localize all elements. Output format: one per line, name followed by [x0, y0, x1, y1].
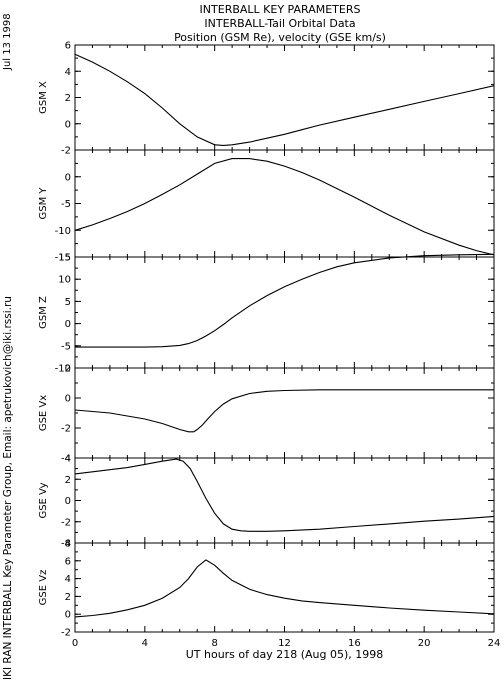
y-tick-label: 10: [58, 275, 71, 286]
series-line: [74, 53, 495, 146]
y-axis-label: GSM Z: [38, 296, 49, 329]
y-tick-label: -10: [55, 226, 71, 237]
y-tick-label: 8: [65, 539, 71, 550]
y-tick-label: 4: [65, 574, 71, 585]
x-axis-label: UT hours of day 218 (Aug 05), 1998: [185, 648, 384, 661]
y-tick-label: 0: [65, 610, 71, 621]
chart-title-3: Position (GSM Re), velocity (GSE km/s): [174, 31, 386, 44]
y-tick-label: 0: [65, 119, 71, 130]
x-tick-label: 8: [211, 638, 217, 649]
y-tick-label: -4: [61, 539, 71, 550]
chart-title-1: INTERBALL KEY PARAMETERS: [199, 3, 361, 16]
y-axis-label: GSM Y: [38, 187, 49, 220]
y-axis-label: GSE Vx: [38, 395, 49, 431]
y-tick-label: -5: [61, 199, 71, 210]
y-tick-label: 0: [65, 319, 71, 330]
y-tick-label: -5: [61, 341, 71, 352]
panel-frame: [74, 256, 495, 369]
y-tick-label: 6: [65, 556, 71, 567]
y-axis-label: GSE Vy: [38, 482, 49, 518]
y-tick-label: 6: [65, 41, 71, 52]
x-tick-label: 4: [142, 638, 148, 649]
panel-frame: [74, 367, 495, 459]
x-tick-label: 20: [418, 638, 431, 649]
y-tick-label: 2: [65, 364, 71, 375]
series-line: [74, 158, 495, 256]
x-tick-label: 0: [72, 638, 78, 649]
y-tick-label: 15: [58, 253, 71, 264]
y-tick-label: -10: [55, 364, 71, 375]
x-tick-label: 24: [488, 638, 501, 649]
y-axis-label: GSM X: [38, 81, 49, 114]
x-tick-label: 12: [278, 638, 291, 649]
y-tick-label: 2: [65, 475, 71, 486]
y-tick-label: 0: [65, 394, 71, 405]
y-tick-label: -2: [61, 628, 71, 639]
y-tick-label: 0: [65, 172, 71, 183]
series-line: [74, 458, 495, 532]
series-line: [74, 559, 495, 618]
y-tick-label: 0: [65, 496, 71, 507]
y-tick-label: -2: [61, 424, 71, 435]
series-line: [74, 389, 494, 433]
y-axis-label: GSE Vz: [38, 570, 49, 606]
y-tick-label: 2: [65, 93, 71, 104]
y-tick-label: 5: [65, 297, 71, 308]
y-tick-label: -2: [61, 146, 71, 157]
y-tick-label: -2: [61, 517, 71, 528]
chart-title-2: INTERBALL-Tail Orbital Data: [204, 17, 356, 30]
y-tick-label: -4: [61, 454, 71, 465]
series-line: [75, 253, 495, 348]
y-tick-label: 2: [65, 592, 71, 603]
y-tick-label: -15: [55, 253, 71, 264]
y-tick-label: 4: [65, 454, 71, 465]
x-tick-label: 16: [348, 638, 361, 649]
y-tick-label: 4: [65, 67, 71, 78]
panel-frame: [74, 542, 495, 633]
